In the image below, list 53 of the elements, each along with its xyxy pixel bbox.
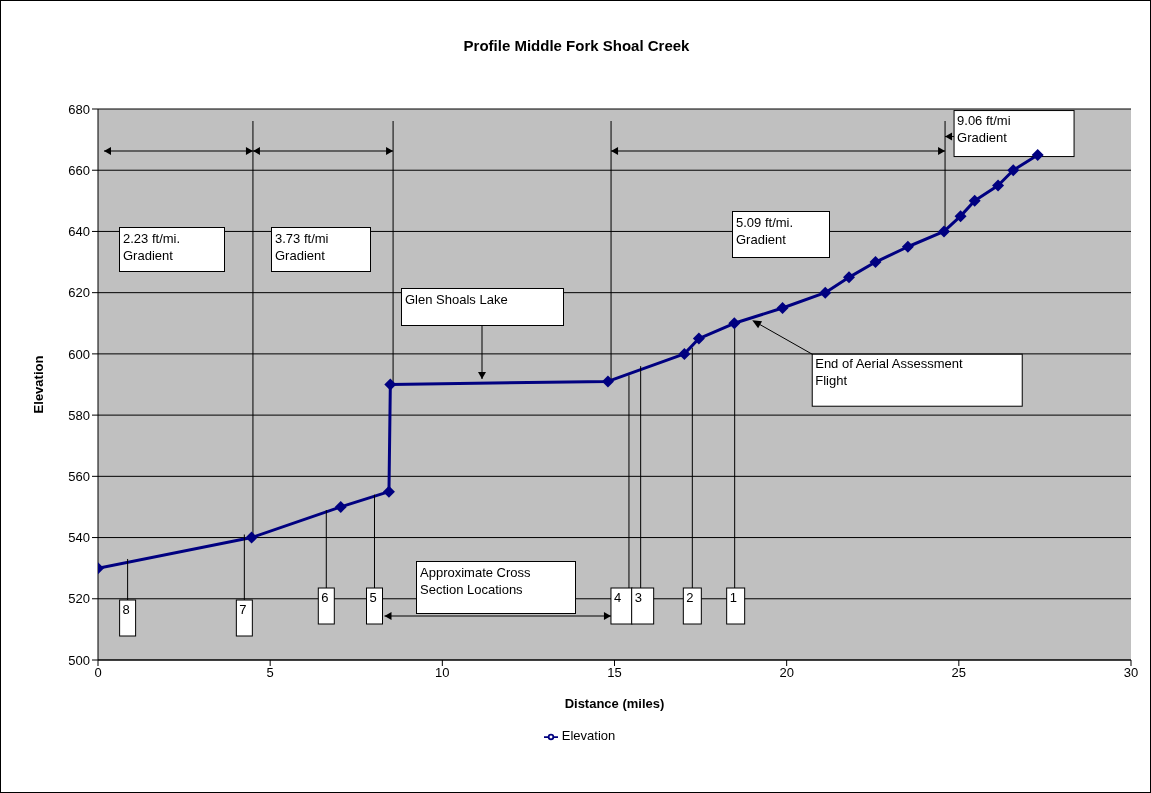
annotation: 9.06 ft/mi Gradient	[957, 112, 1011, 145]
point	[954, 210, 967, 223]
y-tick-label: 580	[68, 407, 90, 423]
x-axis-title: Distance (miles)	[564, 696, 665, 711]
point	[869, 256, 882, 269]
point	[1031, 148, 1044, 161]
x-tick-label: 0	[94, 665, 102, 681]
annotation: 2	[686, 590, 694, 605]
chart-title: Profile Middle Fork Shoal Creek	[462, 37, 691, 54]
annotation: 2.23 ft/mi. Gradient	[123, 230, 181, 264]
point	[245, 531, 258, 544]
y-tick-label: 620	[68, 285, 90, 301]
point	[992, 179, 1005, 192]
y-tick-label: 600	[68, 346, 90, 362]
point	[776, 301, 789, 314]
y-tick-label: 680	[68, 101, 90, 117]
point	[728, 317, 741, 330]
annotation: 5	[369, 590, 377, 605]
point	[901, 240, 914, 253]
x-tick-label: 15	[607, 665, 622, 681]
point	[819, 286, 832, 299]
annotation: 4	[613, 590, 622, 605]
annotation: End of Aerial Assessment Flight	[815, 356, 964, 389]
annotation: 1	[729, 590, 737, 605]
x-tick-label: 25	[951, 665, 967, 681]
annotation: 6	[321, 590, 329, 605]
point	[1007, 164, 1020, 177]
y-tick-label: 500	[68, 652, 90, 668]
annotation: 5.09 ft/mi. Gradient	[736, 214, 794, 248]
point	[968, 194, 981, 207]
point	[692, 332, 705, 345]
annotation: Approximate Cross Section Locations	[420, 564, 531, 598]
y-tick-label: 660	[68, 162, 90, 178]
x-tick-label: 10	[435, 665, 450, 681]
annotation: 8	[122, 602, 130, 617]
point	[842, 271, 855, 284]
x-tick-label: 5	[266, 665, 274, 681]
legend-label: Elevation	[561, 728, 616, 743]
y-tick-label: 540	[68, 530, 90, 546]
x-tick-label: 20	[779, 665, 794, 681]
y-tick-label: 640	[68, 224, 90, 240]
point	[334, 500, 347, 513]
point	[601, 375, 614, 388]
y-tick-label: 520	[68, 591, 90, 607]
point	[678, 347, 691, 360]
annotation: 3	[634, 590, 642, 605]
y-axis-title: Elevation	[30, 355, 46, 414]
y-tick-label: 560	[68, 468, 90, 484]
annotation: Glen Shoals Lake	[405, 291, 508, 308]
x-tick-label: 30	[1123, 665, 1139, 681]
annotation: 3.73 ft/mi Gradient	[275, 230, 329, 264]
point	[938, 225, 951, 238]
annotation: 7	[239, 602, 247, 617]
